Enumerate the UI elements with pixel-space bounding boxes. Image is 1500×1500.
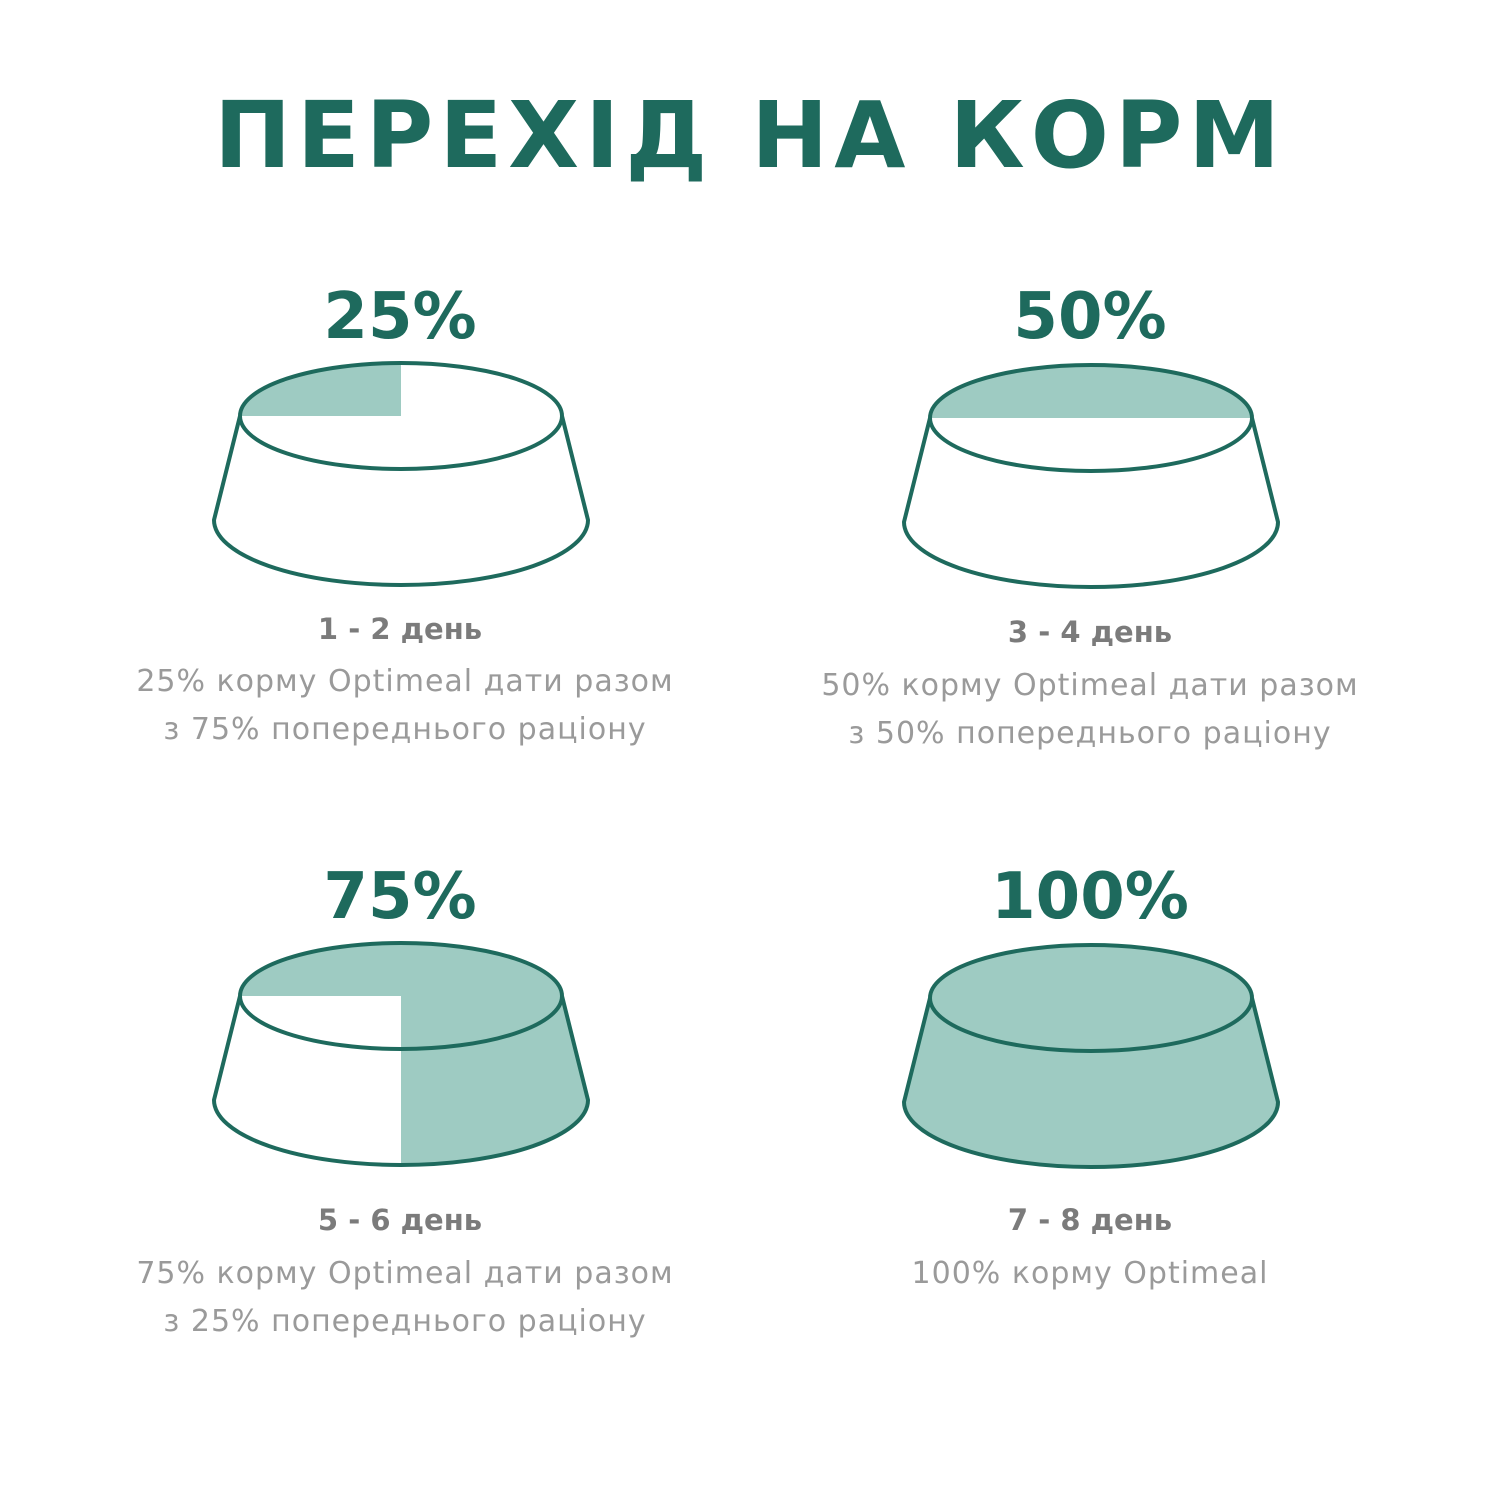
bowl-3 xyxy=(212,941,590,1167)
bowl-outline xyxy=(902,417,1280,589)
step-3-days: 5 - 6 день xyxy=(317,1203,483,1237)
step-1-line-1: 25% корму Optimeal дати разом xyxy=(136,664,674,699)
step-2-line-2: з 50% попереднього раціону xyxy=(848,716,1332,751)
step-4-percent: 100% xyxy=(991,860,1189,934)
bowl-1 xyxy=(212,361,590,587)
step-1-percent: 25% xyxy=(323,280,477,354)
bowl-outline xyxy=(212,415,590,587)
bowl-rim xyxy=(238,941,564,1051)
food-fill xyxy=(904,945,1278,1167)
bowl-rim xyxy=(238,361,564,471)
step-1-line-2: з 75% попереднього раціону xyxy=(163,712,647,747)
step-2-line-1: 50% корму Optimeal дати разом xyxy=(821,668,1359,703)
step-4-days: 7 - 8 день xyxy=(1007,1203,1173,1237)
step-1-days: 1 - 2 день xyxy=(317,612,483,646)
step-3-percent: 75% xyxy=(323,860,477,934)
bowl-body xyxy=(904,365,1278,587)
bowl-rim xyxy=(928,363,1254,473)
step-1-description: 25% корму Optimeal дати разом з 75% попер… xyxy=(55,658,755,754)
bowl-outline xyxy=(902,997,1280,1169)
bowl-outline xyxy=(212,995,590,1167)
page-title: ПЕРЕХІД НА КОРМ xyxy=(214,82,1286,189)
bowl-2 xyxy=(902,363,1280,589)
step-2-days: 3 - 4 день xyxy=(1007,615,1173,649)
bowl-rim xyxy=(928,943,1254,1053)
step-2-percent: 50% xyxy=(1013,280,1167,354)
step-3-description: 75% корму Optimeal дати разом з 25% попер… xyxy=(55,1250,755,1346)
step-2-description: 50% корму Optimeal дати разом з 50% попер… xyxy=(740,662,1440,758)
step-4-description: 100% корму Optimeal xyxy=(740,1250,1440,1298)
step-3-line-1: 75% корму Optimeal дати разом xyxy=(136,1256,674,1291)
step-4-line-1: 100% корму Optimeal xyxy=(911,1256,1269,1291)
bowl-4 xyxy=(902,943,1280,1169)
step-3-line-2: з 25% попереднього раціону xyxy=(163,1304,647,1339)
bowl-body xyxy=(214,363,588,585)
